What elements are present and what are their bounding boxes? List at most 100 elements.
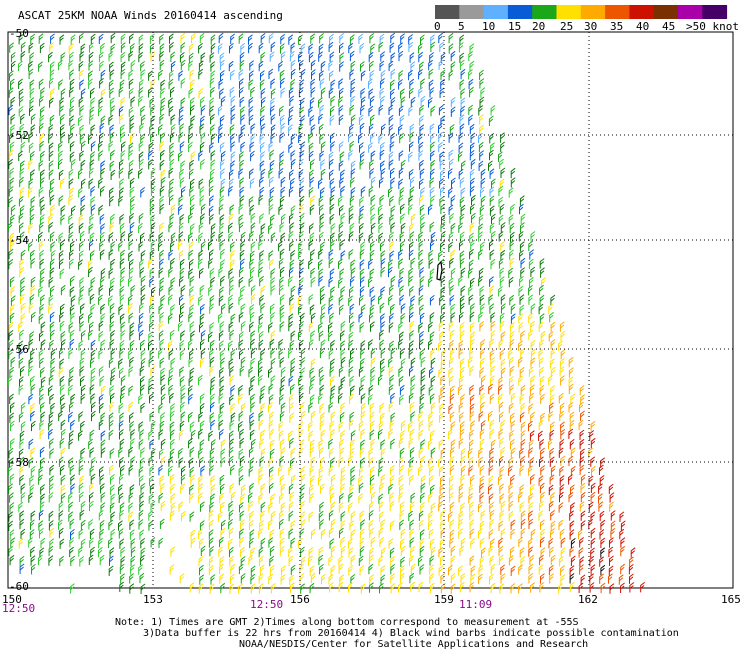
wind-barb xyxy=(389,374,395,386)
wind-barb xyxy=(239,365,245,377)
wind-barb xyxy=(240,519,245,530)
wind-barb xyxy=(380,313,385,324)
wind-barb xyxy=(170,114,176,125)
wind-barb xyxy=(339,304,344,315)
wind-barb xyxy=(180,483,185,494)
wind-barb xyxy=(79,366,85,377)
wind-barb xyxy=(300,466,306,477)
wind-barb xyxy=(269,160,275,171)
wind-barb xyxy=(319,133,325,144)
wind-barb xyxy=(209,303,214,314)
wind-barb xyxy=(168,221,174,233)
wind-barb xyxy=(49,438,54,449)
wind-barb xyxy=(260,151,266,162)
wind-barb xyxy=(280,502,286,513)
wind-barb xyxy=(178,231,184,242)
wind-barb xyxy=(119,538,125,549)
wind-barb xyxy=(228,222,233,233)
wind-barb xyxy=(198,528,203,540)
wind-barb xyxy=(390,79,395,90)
wind-barb xyxy=(68,231,74,243)
wind-barb xyxy=(550,348,556,359)
wind-barb xyxy=(510,565,516,576)
wind-barb xyxy=(480,357,485,369)
wind-barb xyxy=(69,286,75,297)
wind-barb xyxy=(409,537,415,548)
wind-barb xyxy=(399,187,405,198)
wind-barb xyxy=(488,294,494,305)
wind-barb xyxy=(620,537,626,548)
wind-barb xyxy=(98,204,104,216)
wind-barb xyxy=(379,329,384,341)
wind-barb xyxy=(379,537,385,548)
wind-barb xyxy=(229,394,234,405)
wind-barb xyxy=(430,159,436,171)
wind-barb xyxy=(388,60,394,72)
wind-barb xyxy=(240,285,245,297)
wind-barb xyxy=(459,258,465,269)
wind-barb xyxy=(420,482,426,494)
wind-barb xyxy=(178,448,183,459)
wind-barb xyxy=(80,159,86,171)
wind-barb xyxy=(329,582,334,593)
wind-barb xyxy=(238,69,244,80)
wind-barb xyxy=(208,565,214,576)
wind-barb xyxy=(189,304,195,315)
wind-barb xyxy=(88,60,94,71)
wind-barb xyxy=(128,511,134,522)
wind-barb xyxy=(330,340,336,351)
wind-barb xyxy=(190,97,195,108)
wind-barb xyxy=(219,321,225,332)
wind-barb xyxy=(389,547,395,558)
wind-barb xyxy=(499,276,505,287)
wind-barb xyxy=(338,581,344,593)
wind-barb xyxy=(69,401,74,413)
wind-barb xyxy=(620,563,625,575)
wind-barb xyxy=(209,105,215,116)
wind-barb xyxy=(560,537,566,548)
wind-barb xyxy=(128,276,133,287)
wind-barb xyxy=(188,411,193,423)
wind-barb xyxy=(550,510,555,521)
wind-barb xyxy=(349,140,355,152)
wind-barb xyxy=(130,285,136,296)
wind-barb xyxy=(289,491,295,502)
wind-barb xyxy=(500,528,506,539)
wind-barb xyxy=(368,339,373,350)
wind-barb xyxy=(100,385,106,396)
wind-barb xyxy=(68,384,73,396)
wind-barb xyxy=(299,528,305,539)
wind-barb xyxy=(450,555,456,566)
wind-barb xyxy=(68,132,74,144)
wind-barb xyxy=(580,410,585,421)
wind-barb xyxy=(321,574,326,585)
wind-barb xyxy=(281,565,286,576)
wind-barb xyxy=(499,466,505,477)
wind-barb xyxy=(348,42,354,54)
wind-barb xyxy=(279,528,285,539)
wind-barb xyxy=(279,455,285,467)
wind-barb xyxy=(498,339,504,350)
wind-barb xyxy=(339,87,344,99)
wind-barb xyxy=(229,86,235,98)
wind-barb xyxy=(258,339,264,351)
wind-barb xyxy=(188,123,194,134)
wind-barb xyxy=(58,410,63,422)
wind-barb xyxy=(18,340,24,351)
wind-barb xyxy=(108,268,114,279)
wind-barb xyxy=(129,122,135,134)
wind-barb xyxy=(140,294,146,305)
wind-barb xyxy=(448,43,454,54)
wind-barb xyxy=(389,475,395,486)
wind-barb xyxy=(409,572,415,584)
wind-barb xyxy=(19,231,25,242)
wind-barb xyxy=(169,473,175,485)
wind-barb xyxy=(499,349,505,360)
wind-barb xyxy=(130,546,136,557)
wind-barb xyxy=(208,519,214,531)
wind-barb xyxy=(30,151,35,162)
wind-barb xyxy=(458,510,464,522)
wind-barb xyxy=(318,366,324,377)
wind-barb xyxy=(119,563,125,575)
wind-barb xyxy=(430,546,436,557)
